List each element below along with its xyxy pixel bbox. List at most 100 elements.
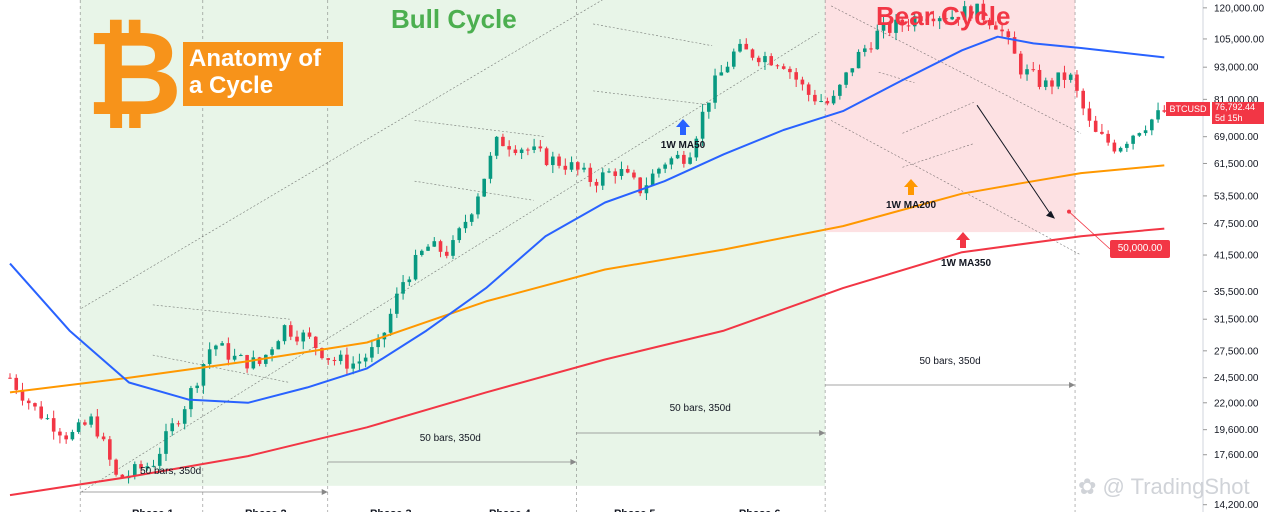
candle-body [906,25,911,27]
bar-count-label: 50 bars, 350d [670,403,731,414]
candle-body [413,254,418,280]
candle-body [1106,133,1110,143]
candle-body [395,293,399,314]
candle-body [551,156,555,166]
price-axis: 120,000.00 105,000.00 93,000.00 81,000.00 69… [1203,3,1264,511]
candle-body [657,168,661,174]
candle-body [444,251,449,256]
last-price-tag: 76,792.44 5d 15h [1212,102,1264,124]
candle-body [682,154,686,164]
channel-line-11 [902,143,974,168]
candle-body [644,185,649,194]
channel-line-5 [414,180,534,201]
candle-body [426,246,430,251]
candle-body [1075,74,1079,91]
candle-body [981,3,986,20]
candle-body [345,354,349,369]
candle-body [613,171,618,176]
y-tick-label: 120,000.00 [1214,3,1264,14]
channel-line-4 [414,120,546,137]
channel-line-10 [902,101,975,134]
candle-body [64,435,68,440]
candle-body [969,6,973,19]
candle-body [26,400,31,404]
phase-label-3: Phase 3 [370,508,412,512]
y-tick-label: 22,000.00 [1214,398,1259,409]
candle-body [189,388,193,410]
candle-body [1062,72,1067,80]
candle-body [513,149,518,153]
candle-body [744,43,749,50]
candle-body [775,65,780,67]
candle-body [170,423,175,432]
title-line-1: Anatomy of [189,45,321,72]
candle-body [519,149,524,153]
candle-body [1081,90,1085,109]
candle-body [313,336,318,349]
target-price-tag: 50,000.00 [1110,240,1170,258]
candle-body [557,156,561,166]
candle-body [825,100,830,104]
candle-body [850,68,855,73]
candle-body [1112,142,1117,152]
candle-body [950,16,954,20]
candle-body [881,23,886,31]
candle-body [388,313,393,333]
candle-body [1018,53,1023,75]
candle-body [432,241,437,247]
candle-body [1100,131,1104,134]
candle-body [494,136,499,156]
y-tick-label: 31,500.00 [1214,315,1259,326]
ma-label: 1W MA350 [941,258,991,269]
candle-body [357,361,362,364]
candle-body [407,279,412,283]
candle-body [307,332,312,337]
candle-body [1012,37,1017,54]
candle-body [251,357,256,369]
candle-body [8,377,12,379]
candle-body [719,72,724,76]
ma200-arrow-icon [904,179,918,195]
channel-line-2 [152,304,290,320]
moving-averages [9,35,1165,497]
candle-body [987,19,992,26]
title-box: Anatomy of a Cycle [183,42,343,106]
bar-count-label: 50 bars, 350d [920,356,981,367]
candle-body [731,51,736,67]
candle-body [1143,130,1148,134]
phase-label-2: Phase 2 [245,508,287,512]
candle-body [101,436,106,440]
phase-label-5: Phase 5 [614,508,656,512]
candle-body [738,43,742,52]
candle-body [925,18,930,22]
candle-body [420,250,424,255]
candle-body [201,364,206,386]
annotations: 1W MA50 1W MA200 1W MA350 50 bars, 350d 50 b… [80,104,1111,495]
candle-body [650,173,655,186]
candle-body [663,164,667,169]
candle-body [1043,80,1048,87]
candle-body [1025,69,1029,75]
channel-line-0 [81,0,603,309]
candle-body [33,403,37,407]
candle-body [813,94,817,102]
candle-body [326,358,331,360]
candle-body [994,25,998,30]
channel-line-3 [152,354,290,383]
candle-body [1031,69,1036,71]
candle-body [831,95,836,104]
ma350-line [9,227,1165,497]
candle-body [1000,29,1004,32]
candle-body [526,149,530,151]
candle-body [800,79,805,85]
candle-body [756,57,761,63]
trend-channels [81,0,1082,493]
candle-body [1093,120,1098,132]
candle-body [157,453,162,466]
ma50-arrow-icon [676,119,690,135]
candle-body [856,51,861,69]
y-tick-label: 47,500.00 [1214,219,1259,230]
candle-body [1068,74,1073,80]
